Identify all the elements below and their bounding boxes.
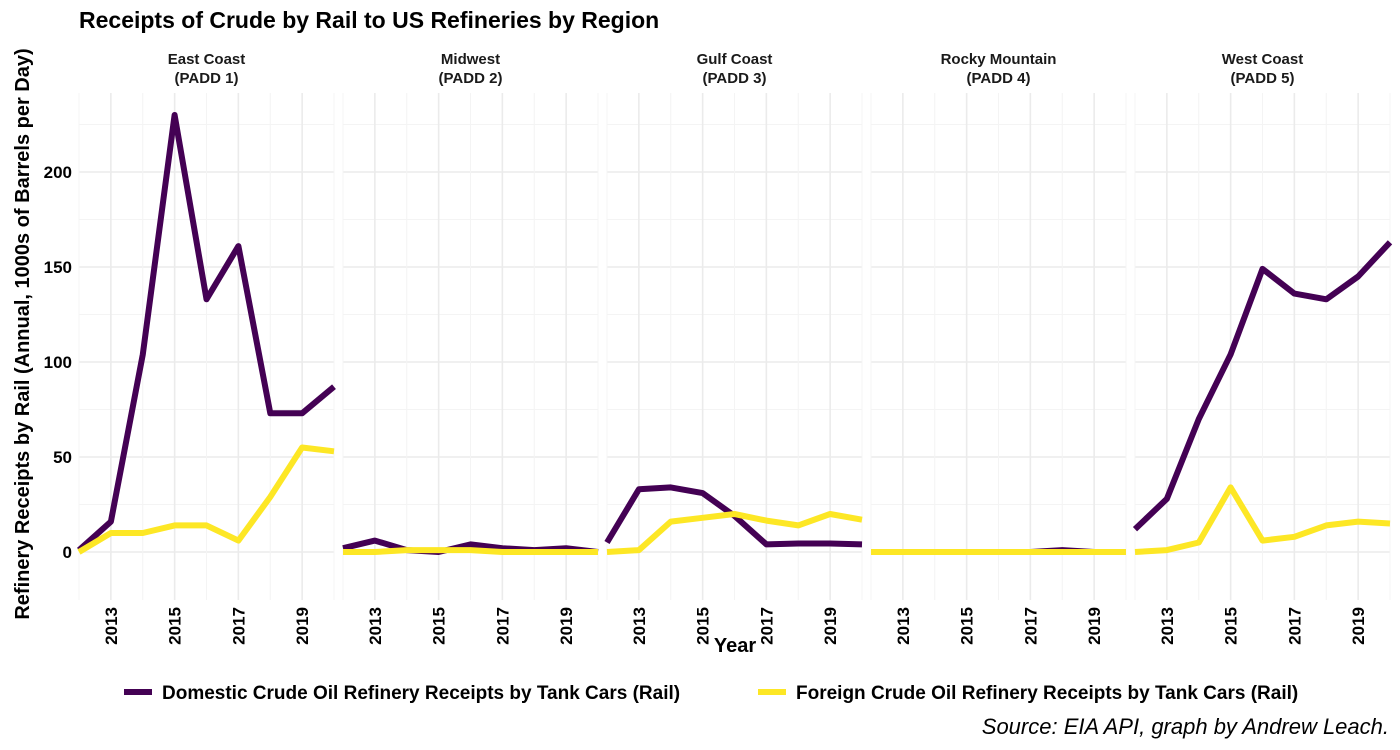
facet-panel-4: Rocky Mountain (PADD 4) 2013 2015 2017 2019 [870,51,1127,645]
x-tick-label: 2017 [493,607,512,645]
series-line-domestic [342,537,599,555]
x-tick-label: 2013 [102,607,121,645]
series-line-foreign [343,547,598,555]
series-line-foreign [1134,484,1391,555]
facet-region-label: Midwest [441,51,500,68]
facet-panel-2: Midwest (PADD 2) 2013 2015 2017 2019 [342,51,599,645]
legend: Domestic Crude Oil Refinery Receipts by … [124,683,1298,704]
facet-padd-label: (PADD 3) [703,70,767,87]
x-tick-label: 2015 [958,607,977,645]
x-axis-label: Year [714,635,756,657]
x-tick-label: 2017 [757,607,776,645]
x-tick-label: 2019 [1085,607,1104,645]
facet-region-label: West Coast [1222,51,1303,68]
y-tick-label: 150 [44,258,72,277]
facet-padd-label: (PADD 2) [439,70,503,87]
x-tick-label: 2017 [229,607,248,645]
chart-title: Receipts of Crude by Rail to US Refineri… [79,7,659,33]
x-tick-label: 2015 [1222,607,1241,645]
series-line-foreign [77,444,335,555]
x-tick-label: 2013 [630,607,649,645]
facet-padd-label: (PADD 1) [175,70,239,87]
x-tick-label: 2017 [1021,607,1040,645]
series-line-domestic [77,112,336,553]
y-tick-label: 200 [44,163,72,182]
x-tick-label: 2017 [1285,607,1304,645]
y-axis-ticks: 0 50 100 150 200 [44,163,72,562]
y-tick-label: 100 [44,353,72,372]
series-line-domestic [1132,240,1393,532]
facet-panel-1: East Coast (PADD 1) 2013 2015 2017 2019 [77,51,336,645]
facet-padd-label: (PADD 4) [967,70,1031,87]
legend-label-foreign: Foreign Crude Oil Refinery Receipts by T… [796,683,1298,704]
y-tick-label: 50 [53,448,72,467]
x-tick-label: 2019 [293,607,312,645]
x-tick-label: 2013 [366,607,385,645]
x-tick-label: 2015 [694,607,713,645]
legend-label-domestic: Domestic Crude Oil Refinery Receipts by … [162,683,680,704]
facet-panel-5: West Coast (PADD 5) 2013 2015 2017 2019 [1132,51,1393,645]
x-tick-label: 2019 [821,607,840,645]
facet-region-label: Gulf Coast [697,51,773,68]
x-tick-label: 2013 [894,607,913,645]
x-tick-label: 2015 [430,607,449,645]
y-tick-label: 0 [63,543,72,562]
series-line-foreign [606,511,863,555]
facet-padd-label: (PADD 5) [1231,70,1295,87]
facet-panel-3: Gulf Coast (PADD 3) 2013 2015 2017 2019 [604,51,863,645]
facet-region-label: Rocky Mountain [941,51,1057,68]
facet-panels: East Coast(PADD 1)2013 2015 2017 2019Midwes… [77,51,1393,645]
x-tick-label: 2019 [557,607,576,645]
y-axis-label: Refinery Receipts by Rail (Annual, 1000s… [12,48,34,619]
source-caption: Source: EIA API, graph by Andrew Leach. [982,714,1389,739]
facet-region-label: East Coast [168,51,246,68]
x-tick-label: 2015 [166,607,185,645]
x-tick-label: 2013 [1158,607,1177,645]
x-tick-label: 2019 [1349,607,1368,645]
